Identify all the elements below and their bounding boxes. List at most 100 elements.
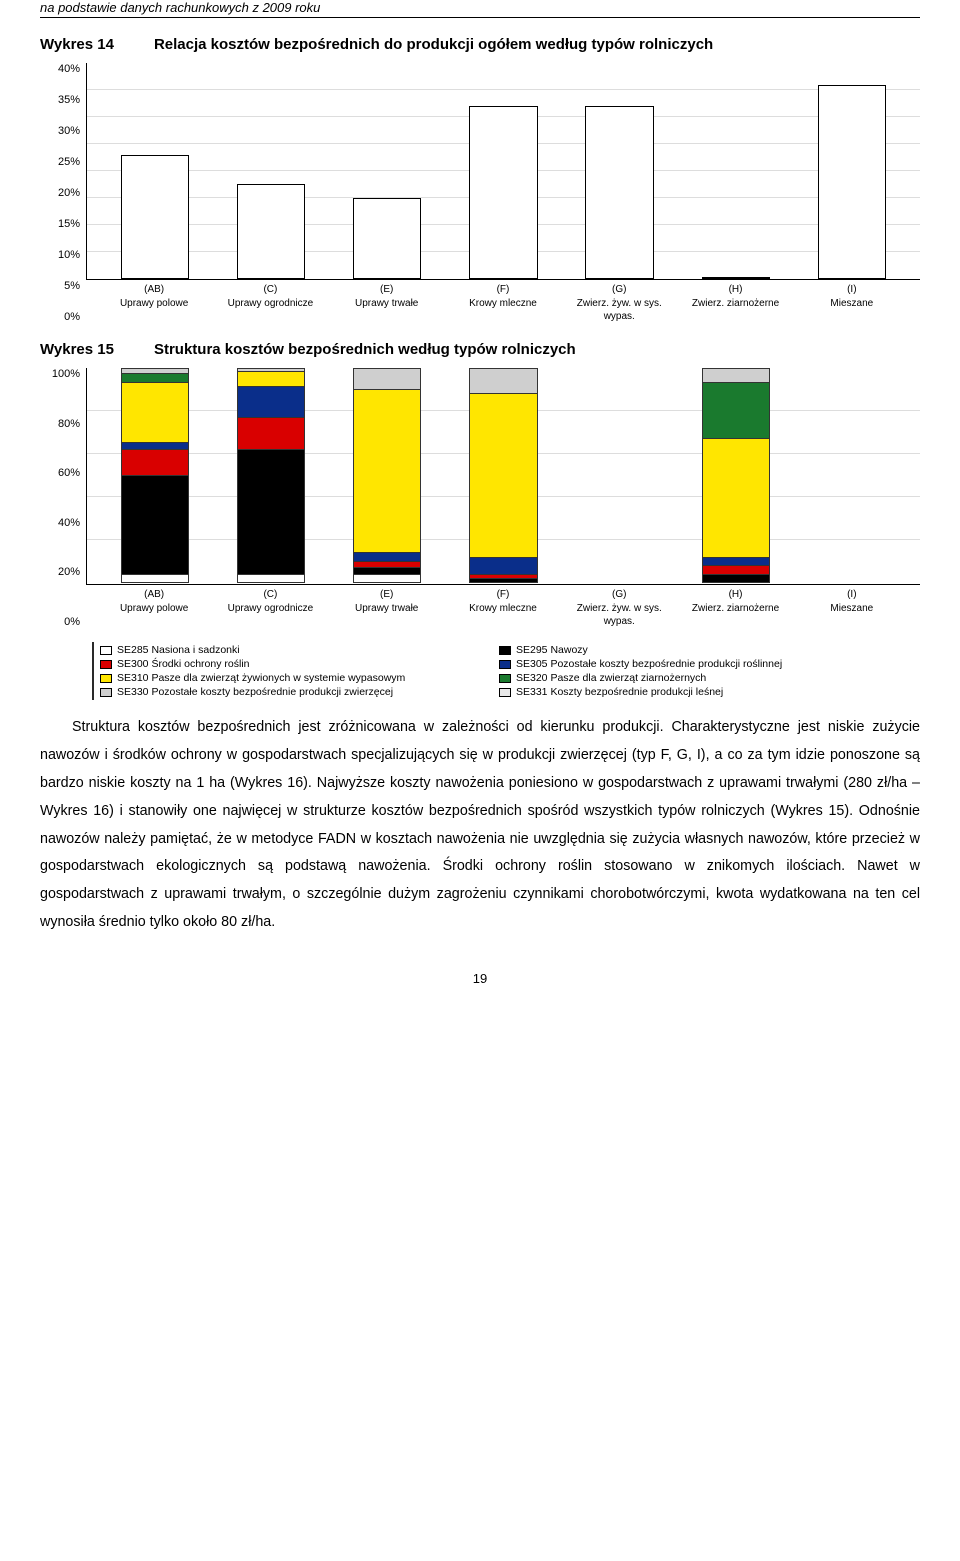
legend-swatch [100,646,112,655]
page-header: na podstawie danych rachunkowych z 2009 … [40,0,920,18]
legend-swatch [499,688,511,697]
y-tick-label: 15% [58,218,80,230]
bar-segment [469,579,537,583]
legend-label: SE331 Koszty bezpośrednie produkcji leśn… [516,686,723,698]
bar-segment [237,387,305,417]
bar-segment [237,450,305,575]
legend-item: SE305 Pozostałe koszty bezpośrednie prod… [499,658,884,670]
wykres15-title: Struktura kosztów bezpośrednich według t… [154,341,576,358]
legend-item: SE295 Nawozy [499,644,884,656]
page-number: 19 [40,971,920,986]
stacked-bar [469,368,537,584]
bar-slot [106,63,204,279]
x-label: (H)Zwierz. ziarnożerne [687,284,785,324]
bar-segment [353,575,421,584]
wykres15-heading: Wykres 15 Struktura kosztów bezpośrednic… [40,341,920,358]
y-tick-label: 20% [58,187,80,199]
bar-segment [121,476,189,575]
legend-swatch [499,646,511,655]
bar-segment [702,575,770,584]
bar-segment [469,394,537,558]
bar-segment [353,368,421,390]
legend-swatch [100,674,112,683]
bar-segment [702,383,770,439]
legend-swatch [499,660,511,669]
bar [702,277,770,279]
wykres15-y-axis: 100% 80% 60% 40% 20% 0% [40,368,86,628]
legend-swatch [100,660,112,669]
legend-label: SE300 Środki ochrony roślin [117,658,250,670]
paragraph-text: Struktura kosztów bezpośrednich jest zró… [40,719,920,930]
wykres14-chart: 40%35%30%25%20%15%10%5%0% (AB)Uprawy pol… [40,63,920,323]
wykres15-x-axis: (AB)Uprawy polowe (C)Uprawy ogrodnicze (E)… [86,585,920,629]
y-tick-label: 40% [58,517,80,529]
legend-label: SE310 Pasze dla zwierząt żywionych w sys… [117,672,405,684]
wykres14-heading: Wykres 14 Relacja kosztów bezpośrednich … [40,36,920,53]
bar-segment [702,566,770,575]
stacked-bar-slot [222,368,320,584]
legend-label: SE330 Pozostałe koszty bezpośrednie prod… [117,686,393,698]
x-label: (C)Uprawy ogrodnicze [222,589,320,629]
wykres14-plot [86,63,920,280]
x-label: (G)Zwierz. żyw. w sys. wypas. [570,284,668,324]
legend-label: SE305 Pozostałe koszty bezpośrednie prod… [516,658,782,670]
bar-segment [237,575,305,584]
bar-segment [702,558,770,567]
y-tick-label: 60% [58,467,80,479]
stacked-bar [237,368,305,584]
x-label: (G)Zwierz. żyw. w sys. wypas. [570,589,668,629]
bar-segment [121,374,189,383]
x-label: (I)Mieszane [803,284,901,324]
y-tick-label: 0% [64,616,80,628]
y-tick-label: 100% [52,368,80,380]
wykres15-chart: 100% 80% 60% 40% 20% 0% (AB)Uprawy polowe (C)U… [40,368,920,628]
y-tick-label: 25% [58,156,80,168]
stacked-bar-slot [571,368,669,584]
bar [237,184,305,278]
bar-slot [455,63,553,279]
x-label: (C)Uprawy ogrodnicze [222,284,320,324]
y-tick-label: 5% [64,280,80,292]
bar-slot [339,63,437,279]
stacked-bar-slot [803,368,901,584]
x-label: (AB)Uprawy polowe [105,284,203,324]
stacked-bar-slot [455,368,553,584]
body-paragraph: Struktura kosztów bezpośrednich jest zró… [40,714,920,937]
bar-segment [702,368,770,383]
x-label: (E)Uprawy trwałe [338,589,436,629]
wykres15-plot [86,368,920,585]
x-label: (F)Krowy mleczne [454,589,552,629]
bar [585,106,653,278]
wykres15-number: Wykres 15 [40,341,114,358]
y-tick-label: 30% [58,125,80,137]
legend-label: SE295 Nawozy [516,644,588,656]
bar-segment [237,418,305,450]
x-label: (I)Mieszane [803,589,901,629]
stacked-bar [818,368,886,584]
stacked-bar [702,368,770,584]
y-tick-label: 10% [58,249,80,261]
y-tick-label: 80% [58,418,80,430]
legend-label: SE320 Pasze dla zwierząt ziarnożernych [516,672,706,684]
legend-item: SE300 Środki ochrony roślin [100,658,485,670]
x-label: (AB)Uprawy polowe [105,589,203,629]
legend-item: SE310 Pasze dla zwierząt żywionych w sys… [100,672,485,684]
stacked-bar-slot [687,368,785,584]
bar [469,106,537,278]
bar-segment [469,558,537,575]
legend-swatch [100,688,112,697]
legend-item: SE331 Koszty bezpośrednie produkcji leśn… [499,686,884,698]
bar-slot [687,63,785,279]
x-label: (F)Krowy mleczne [454,284,552,324]
bar-segment [353,553,421,562]
y-tick-label: 35% [58,94,80,106]
y-tick-label: 0% [64,311,80,323]
legend-label: SE285 Nasiona i sadzonki [117,644,240,656]
x-label: (E)Uprawy trwałe [338,284,436,324]
bar-slot [803,63,901,279]
y-tick-label: 20% [58,566,80,578]
wykres15-legend: SE285 Nasiona i sadzonki SE295 Nawozy SE30… [92,642,890,700]
bar-segment [353,390,421,554]
bar-slot [571,63,669,279]
bar-segment [121,450,189,476]
